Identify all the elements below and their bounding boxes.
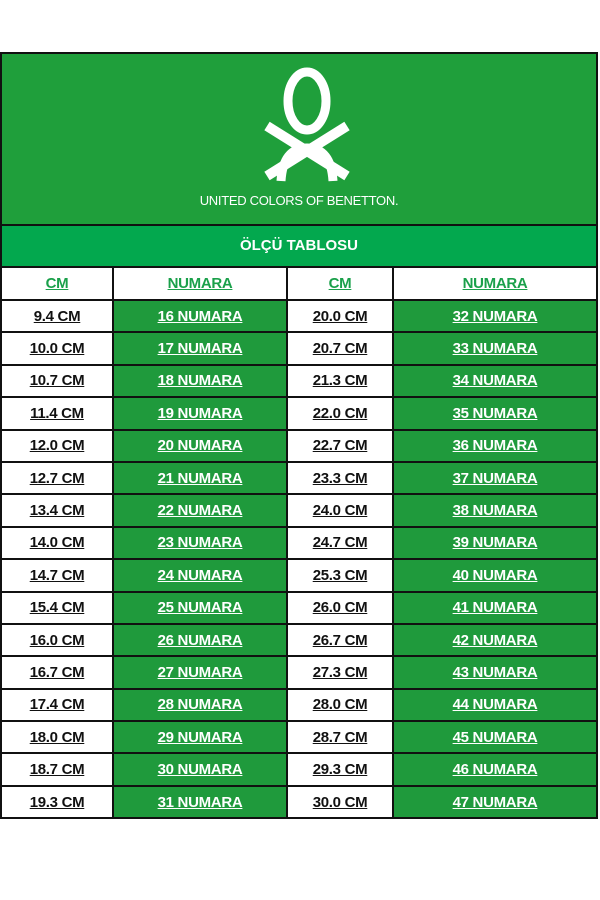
numara-cell: 21 NUMARA	[112, 460, 288, 496]
numara-cell: 33 NUMARA	[392, 331, 596, 366]
cm-cell: 28.0 CM	[286, 687, 394, 723]
numara-cell: 40 NUMARA	[392, 558, 596, 593]
cm-cell: 26.7 CM	[286, 622, 394, 658]
table-row: 15.4 CM 25 NUMARA 26.0 CM 41 NUMARA	[2, 590, 596, 625]
cm-cell: 24.0 CM	[286, 493, 394, 528]
table-row: 16.7 CM 27 NUMARA 27.3 CM 43 NUMARA	[2, 655, 596, 690]
numara-cell: 44 NUMARA	[392, 687, 596, 723]
numara-cell: 24 NUMARA	[112, 558, 288, 593]
size-table: CM NUMARA CM NUMARA 9.4 CM 16 NUMARA 20.0 …	[2, 268, 596, 818]
numara-cell: 27 NUMARA	[112, 655, 288, 690]
numara-cell: 30 NUMARA	[112, 752, 288, 787]
cm-cell: 10.7 CM	[2, 363, 114, 399]
cm-cell: 24.7 CM	[286, 525, 394, 561]
numara-cell: 22 NUMARA	[112, 493, 288, 528]
numara-cell: 28 NUMARA	[112, 687, 288, 723]
cm-cell: 19.3 CM	[2, 784, 114, 818]
numara-cell: 47 NUMARA	[392, 784, 596, 818]
header-cm: CM	[286, 268, 394, 301]
numara-cell: 19 NUMARA	[112, 396, 288, 431]
table-title: ÖLÇÜ TABLOSU	[2, 226, 596, 268]
cm-cell: 20.7 CM	[286, 331, 394, 366]
cm-cell: 20.0 CM	[286, 298, 394, 334]
header-numara: NUMARA	[392, 268, 596, 301]
cm-cell: 26.0 CM	[286, 590, 394, 625]
cm-cell: 16.7 CM	[2, 655, 114, 690]
numara-cell: 25 NUMARA	[112, 590, 288, 625]
table-row: 16.0 CM 26 NUMARA 26.7 CM 42 NUMARA	[2, 622, 596, 658]
cm-cell: 10.0 CM	[2, 331, 114, 366]
cm-cell: 28.7 CM	[286, 720, 394, 755]
numara-cell: 41 NUMARA	[392, 590, 596, 625]
table-row: 19.3 CM 31 NUMARA 30.0 CM 47 NUMARA	[2, 784, 596, 818]
numara-cell: 20 NUMARA	[112, 428, 288, 463]
logo-area: UNITED COLORS OF BENETTON.	[2, 54, 596, 226]
cm-cell: 12.7 CM	[2, 460, 114, 496]
cm-cell: 29.3 CM	[286, 752, 394, 787]
table-row: 9.4 CM 16 NUMARA 20.0 CM 32 NUMARA	[2, 298, 596, 334]
header-row: CM NUMARA CM NUMARA	[2, 268, 596, 301]
size-chart: UNITED COLORS OF BENETTON. ÖLÇÜ TABLOSU …	[0, 52, 598, 820]
cm-cell: 9.4 CM	[2, 298, 114, 334]
cm-cell: 18.0 CM	[2, 720, 114, 755]
numara-cell: 39 NUMARA	[392, 525, 596, 561]
table-row: 12.7 CM 21 NUMARA 23.3 CM 37 NUMARA	[2, 460, 596, 496]
numara-cell: 38 NUMARA	[392, 493, 596, 528]
numara-cell: 16 NUMARA	[112, 298, 288, 334]
cm-cell: 30.0 CM	[286, 784, 394, 818]
cm-cell: 21.3 CM	[286, 363, 394, 399]
cm-cell: 12.0 CM	[2, 428, 114, 463]
table-row: 12.0 CM 20 NUMARA 22.7 CM 36 NUMARA	[2, 428, 596, 463]
numara-cell: 37 NUMARA	[392, 460, 596, 496]
cm-cell: 27.3 CM	[286, 655, 394, 690]
cm-cell: 22.7 CM	[286, 428, 394, 463]
cm-cell: 11.4 CM	[2, 396, 114, 431]
brand-text: UNITED COLORS OF BENETTON.	[199, 193, 399, 208]
table-row: 14.0 CM 23 NUMARA 24.7 CM 39 NUMARA	[2, 525, 596, 561]
numara-cell: 26 NUMARA	[112, 622, 288, 658]
numara-cell: 43 NUMARA	[392, 655, 596, 690]
numara-cell: 17 NUMARA	[112, 331, 288, 366]
numara-cell: 34 NUMARA	[392, 363, 596, 399]
table-row: 10.0 CM 17 NUMARA 20.7 CM 33 NUMARA	[2, 331, 596, 366]
table-row: 10.7 CM 18 NUMARA 21.3 CM 34 NUMARA	[2, 363, 596, 399]
numara-cell: 31 NUMARA	[112, 784, 288, 818]
cm-cell: 16.0 CM	[2, 622, 114, 658]
table-row: 17.4 CM 28 NUMARA 28.0 CM 44 NUMARA	[2, 687, 596, 723]
cm-cell: 14.7 CM	[2, 558, 114, 593]
table-row: 18.7 CM 30 NUMARA 29.3 CM 46 NUMARA	[2, 752, 596, 787]
numara-cell: 45 NUMARA	[392, 720, 596, 755]
cm-cell: 13.4 CM	[2, 493, 114, 528]
table-row: 18.0 CM 29 NUMARA 28.7 CM 45 NUMARA	[2, 720, 596, 755]
cm-cell: 14.0 CM	[2, 525, 114, 561]
numara-cell: 18 NUMARA	[112, 363, 288, 399]
numara-cell: 29 NUMARA	[112, 720, 288, 755]
numara-cell: 35 NUMARA	[392, 396, 596, 431]
benetton-logo-icon	[264, 67, 350, 182]
cm-cell: 15.4 CM	[2, 590, 114, 625]
numara-cell: 32 NUMARA	[392, 298, 596, 334]
cm-cell: 25.3 CM	[286, 558, 394, 593]
header-cm: CM	[2, 268, 114, 301]
cm-cell: 23.3 CM	[286, 460, 394, 496]
table-row: 13.4 CM 22 NUMARA 24.0 CM 38 NUMARA	[2, 493, 596, 528]
numara-cell: 46 NUMARA	[392, 752, 596, 787]
table-row: 11.4 CM 19 NUMARA 22.0 CM 35 NUMARA	[2, 396, 596, 431]
cm-cell: 22.0 CM	[286, 396, 394, 431]
numara-cell: 36 NUMARA	[392, 428, 596, 463]
numara-cell: 42 NUMARA	[392, 622, 596, 658]
table-row: 14.7 CM 24 NUMARA 25.3 CM 40 NUMARA	[2, 558, 596, 593]
cm-cell: 18.7 CM	[2, 752, 114, 787]
cm-cell: 17.4 CM	[2, 687, 114, 723]
numara-cell: 23 NUMARA	[112, 525, 288, 561]
header-numara: NUMARA	[112, 268, 288, 301]
